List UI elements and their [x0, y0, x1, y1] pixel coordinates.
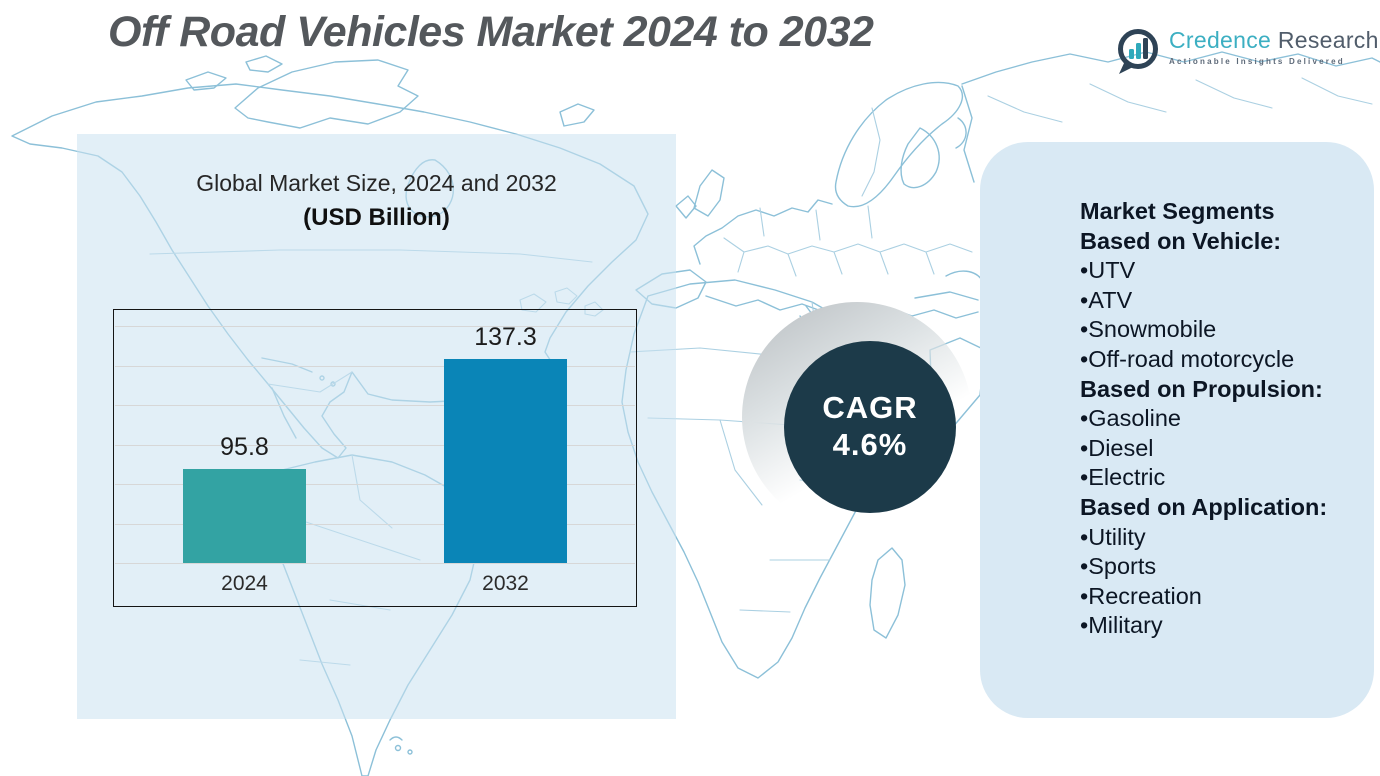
category-label: 2024 — [221, 572, 268, 595]
brand-logo: Credence Research Actionable Insights De… — [1114, 27, 1379, 75]
chart-title: Global Market Size, 2024 and 2032 (USD B… — [77, 170, 676, 232]
market-segments-panel: Market Segments Based on Vehicle: •UTV •ATV… — [980, 142, 1374, 718]
segment-item: •Military — [1080, 612, 1163, 639]
segments-title: Market Segments — [1080, 198, 1275, 224]
cagr-value: 4.6% — [832, 427, 908, 462]
bar-chart-speech-bubble-icon — [1118, 29, 1158, 74]
segment-item: •Snowmobile — [1080, 316, 1217, 343]
category-label: 2032 — [482, 572, 529, 595]
chart-gridline — [115, 365, 635, 367]
segment-item: •Utility — [1080, 523, 1146, 550]
cagr-badge: CAGR 4.6% — [784, 341, 956, 513]
segments-list: Market Segments Based on Vehicle: •UTV •ATV… — [980, 142, 1374, 641]
chart-category-axis: 2024 2032 — [114, 563, 636, 605]
segment-section-heading: Based on Vehicle: — [1080, 227, 1282, 254]
segment-item: •UTV — [1080, 257, 1136, 284]
bar-2024 — [183, 469, 306, 563]
chart-title-line2: (USD Billion) — [303, 204, 450, 231]
chart-gridline — [115, 405, 635, 406]
chart-gridline — [115, 484, 635, 485]
bar-value-label: 95.8 — [220, 433, 269, 461]
segment-section-heading: Based on Application: — [1080, 493, 1328, 520]
brand-name-secondary: Research — [1277, 27, 1379, 53]
bar-group-2024: 95.8 — [183, 433, 306, 563]
cagr-label: CAGR — [822, 390, 918, 426]
segment-item: •Electric — [1080, 464, 1166, 491]
bar-value-label: 137.3 — [474, 323, 537, 351]
bar-group-2032: 137.3 — [444, 323, 567, 563]
segment-item: •Recreation — [1080, 582, 1202, 609]
chart-gridline — [115, 523, 635, 525]
bar-chart: 95.8 137.3 2024 2032 — [113, 309, 637, 607]
chart-plot: 95.8 137.3 — [114, 310, 636, 564]
chart-gridline — [115, 444, 635, 446]
page-title: Off Road Vehicles Market 2024 to 2032 — [108, 8, 874, 56]
brand-text: Credence Research Actionable Insights De… — [1169, 27, 1379, 67]
segment-item: •ATV — [1080, 286, 1133, 313]
segment-item: •Diesel — [1080, 434, 1154, 461]
segment-section-heading: Based on Propulsion: — [1080, 375, 1323, 402]
chart-title-line1: Global Market Size, 2024 and 2032 — [196, 170, 557, 196]
chart-gridline — [115, 326, 635, 327]
chart-gridline — [115, 563, 635, 564]
chart-backdrop-panel — [77, 134, 676, 719]
segment-item: •Off-road motorcycle — [1080, 345, 1295, 372]
segment-item: •Gasoline — [1080, 405, 1181, 432]
brand-name-primary: Credence — [1169, 27, 1272, 53]
bar-2032 — [444, 359, 567, 563]
brand-tagline: Actionable Insights Delivered — [1169, 57, 1345, 67]
brand-name: Credence Research — [1169, 27, 1379, 53]
segment-item: •Sports — [1080, 553, 1157, 580]
